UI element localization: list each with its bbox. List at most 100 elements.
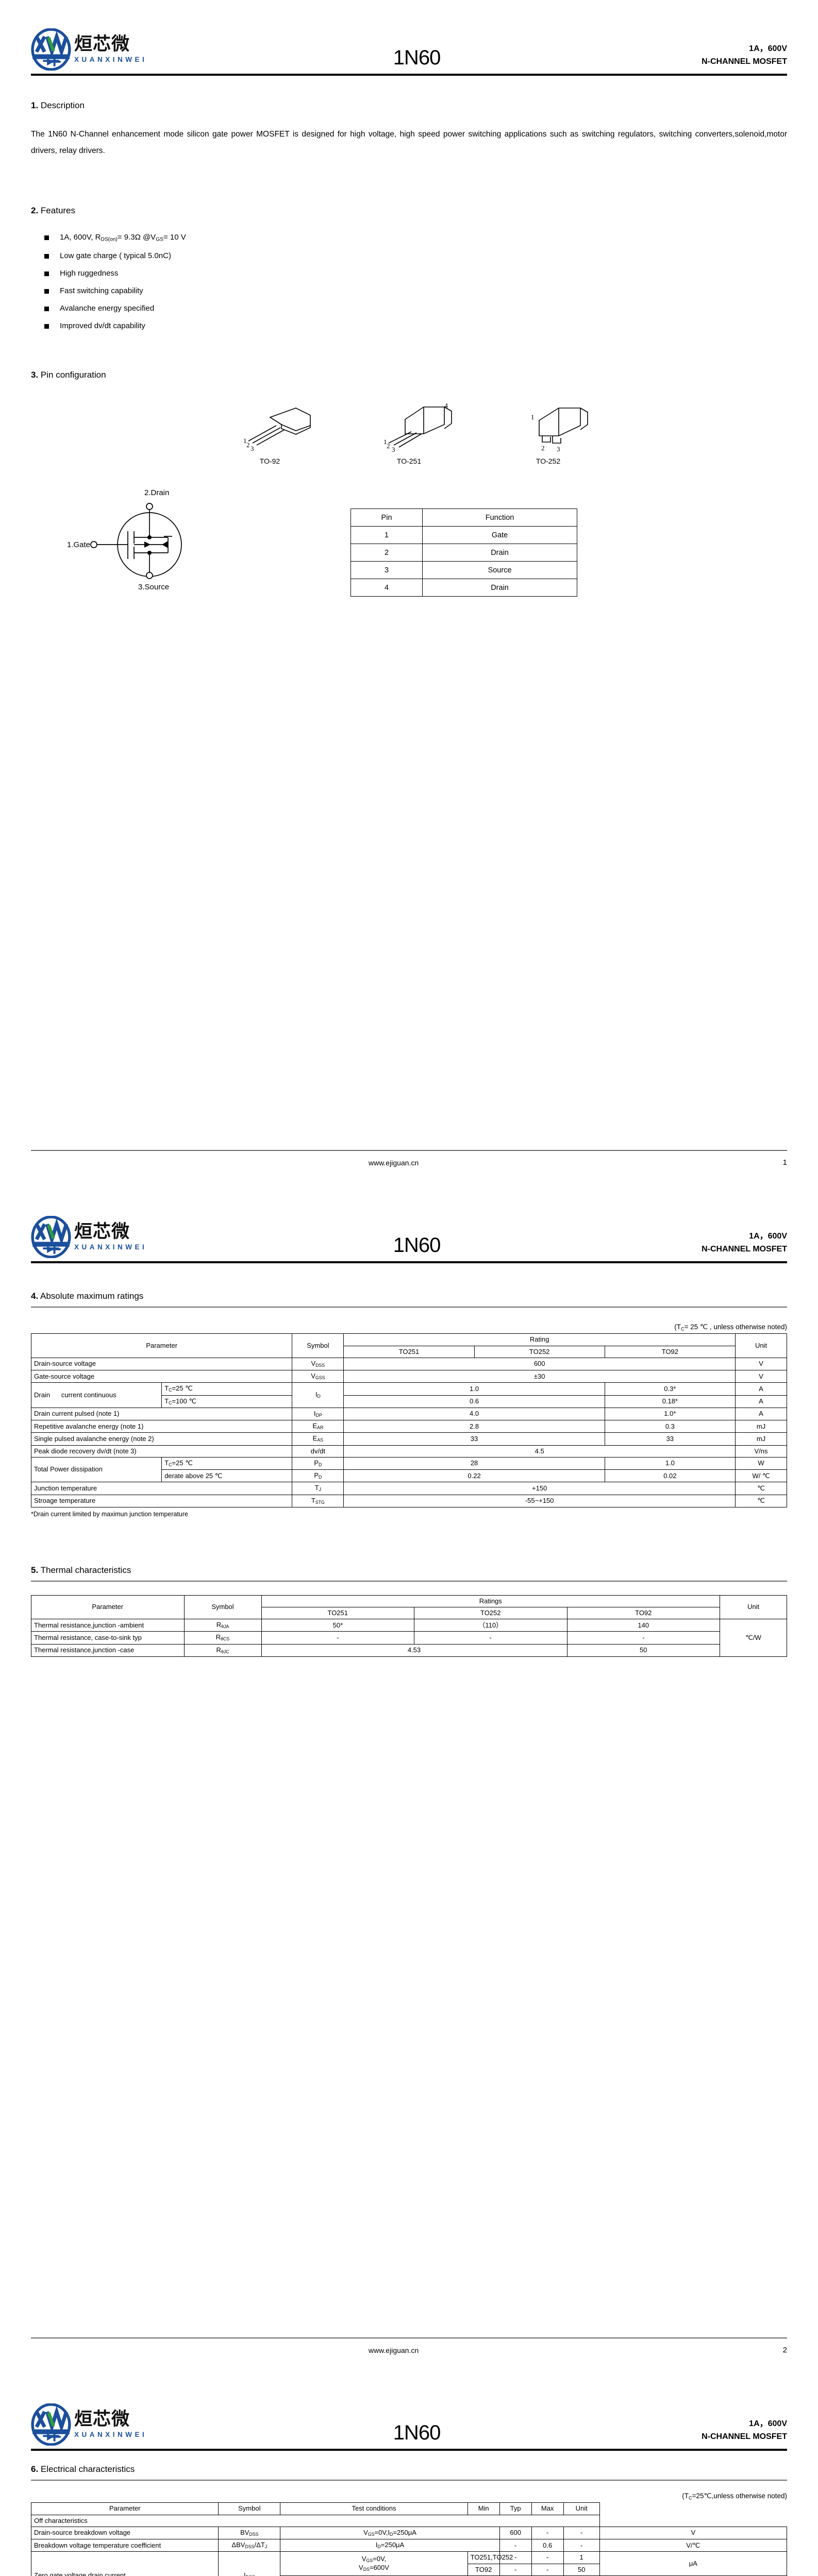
table-cell: 50* [261, 1619, 414, 1632]
feature-item: Improved dv/dt capability [31, 322, 787, 330]
company-logo: 烜芯微 XUANXINWEI [31, 28, 253, 71]
column-header: Typ [499, 2502, 532, 2515]
table-row: Stroage temperature TSTG -55~+150 ℃ [30, 1494, 787, 1507]
bullet-icon [44, 324, 49, 329]
bullet-icon [44, 307, 49, 312]
table-cell: mJ [735, 1432, 787, 1446]
package-drawings: 1 2 3 TO-92 4 1 2 3 [31, 402, 787, 465]
table-cell: EAR [292, 1420, 344, 1433]
page-title: 1N60 [393, 2421, 441, 2444]
package-to252-label: TO-252 [536, 457, 561, 466]
table-cell: Drain [422, 579, 577, 597]
table-cell: Thermal resistance,junction -case [31, 1643, 185, 1657]
table-header-row: TO251 TO252 TO92 [31, 1606, 787, 1620]
section-5-heading: 5. Thermal characteristics [31, 1565, 787, 1575]
table-cell: Thermal resistance,junction -ambient [31, 1619, 185, 1632]
table-cell: RθJC [183, 1643, 262, 1657]
header-divider [31, 74, 787, 76]
section-6-number: 6. [31, 2464, 39, 2474]
table-cell: RθJA [183, 1619, 262, 1632]
feature-item: High ruggedness [31, 269, 787, 277]
table-row: Thermal resistance, case-to-sink typ RθCS… [31, 1631, 787, 1645]
table-cell: RθCS [183, 1631, 262, 1645]
table-cell: TO251,TO252 [467, 2551, 513, 2564]
column-header: Rating [343, 1333, 736, 1346]
column-header: Parameter [30, 1333, 293, 1358]
table-cell: TJ [292, 1482, 344, 1495]
table-cell: Thermal resistance, case-to-sink typ [31, 1631, 185, 1645]
logo-wordmark: 烜芯微 XUANXINWEI [74, 1223, 147, 1251]
table-cell: 1.0* [604, 1407, 736, 1421]
table-header-row: Pin Function [350, 509, 577, 527]
page-1: 烜芯微 XUANXINWEI 1N60 1A，600V N-CHANNEL MO… [0, 0, 818, 1188]
section-4-rule [31, 1307, 787, 1308]
company-logo: 烜芯微 XUANXINWEI [31, 2403, 253, 2446]
table-cell: Drain current continuous [30, 1382, 162, 1408]
page-number: 1 [782, 1158, 787, 1167]
bullet-icon [44, 289, 49, 294]
feature-item: Avalanche energy specified [31, 304, 787, 312]
table-row: Breakdown voltage temperature coefficien… [30, 2539, 788, 2552]
table-row: Thermal resistance,junction -ambient RθJA… [31, 1619, 787, 1657]
group-label: Off characteristics [31, 2514, 600, 2527]
package-to252: 1 2 3 TO-252 [493, 402, 604, 465]
pin-function-table: Pin Function 1 Gate 2 Drain 3 Source 4 Drain [350, 509, 577, 597]
table-row: derate above 25 ℃ PD 0.22 0.02 W/ ℃ [31, 1469, 787, 1483]
section-1-title: Description [40, 100, 85, 110]
table-cell: - [499, 2551, 532, 2564]
table-row: Drain-source breakdown voltage BVDSS VGS=0… [30, 2526, 788, 2540]
table-cell: 0.3 [604, 1420, 736, 1433]
to-251-package-icon: 4 1 2 3 [383, 402, 452, 453]
table-cell: V [735, 1370, 787, 1383]
rating-line-1: 1A，600V [749, 1232, 787, 1241]
section-4-title: Absolute maximum ratings [40, 1291, 144, 1301]
logo-wordmark: 烜芯微 XUANXINWEI [74, 2411, 147, 2439]
svg-text:3: 3 [557, 445, 560, 453]
svg-text:4: 4 [444, 402, 448, 410]
table-cell: Repetitive avalanche energy (note 1) [30, 1420, 293, 1433]
column-header: TO252 [414, 1606, 567, 1620]
table-cell: - [531, 2551, 564, 2564]
rating-line-1: 1A，600V [749, 44, 787, 54]
footer-website-url[interactable]: www.ejiguan.cn [368, 2346, 419, 2354]
svg-text:1: 1 [243, 437, 247, 445]
page-title: 1N60 [393, 46, 441, 69]
footer-website-url[interactable]: www.ejiguan.cn [368, 1158, 419, 1167]
column-header: Ratings [261, 1595, 720, 1607]
package-to92-label: TO-92 [259, 457, 280, 466]
table-cell: TO92 [467, 2563, 500, 2576]
table-row: TC=100 ℃ 0.6 0.18* A [31, 1395, 787, 1408]
table-cell: μA [599, 2551, 788, 2576]
table-cell: derate above 25 ℃ [161, 1469, 293, 1483]
table-cell: 28 [343, 1456, 605, 1470]
table-cell: TC=25 ℃ [161, 1382, 293, 1396]
document-header: 烜芯微 XUANXINWEI 1N60 1A，600V N-CHANNEL MO… [31, 2375, 787, 2446]
table-header-row: Parameter Symbol Ratings Unit [31, 1595, 787, 1620]
section-6-rule [31, 2480, 787, 2481]
section-2-heading: 2. Features [31, 206, 787, 216]
page-3: 烜芯微 XUANXINWEI 1N60 1A，600V N-CHANNEL MO… [0, 2375, 818, 2576]
table-header-row: Parameter Symbol Rating Unit [30, 1333, 787, 1358]
page-1-footer: www.ejiguan.cn 1 [31, 1150, 787, 1167]
section-5-rule [31, 1580, 787, 1582]
document-header: 烜芯微 XUANXINWEI 1N60 1A，600V N-CHANNEL MO… [31, 1188, 787, 1258]
table-cell: 3 [350, 561, 423, 580]
table-cell: PD [292, 1469, 344, 1483]
column-header: Max [531, 2502, 564, 2515]
svg-text:2: 2 [541, 444, 545, 452]
table-row: 2 Drain [350, 544, 577, 562]
page-title: 1N60 [393, 1234, 441, 1257]
document-header: 烜芯微 XUANXINWEI 1N60 1A，600V N-CHANNEL MO… [31, 0, 787, 71]
column-header: TO251 [261, 1606, 414, 1620]
logo-english-name: XUANXINWEI [74, 56, 147, 63]
table-cell: VGS=0V,ID=250μA [280, 2526, 500, 2540]
table-cell: ID [292, 1382, 344, 1408]
table-cell: Drain [422, 544, 577, 562]
feature-item: Fast switching capability [31, 287, 787, 295]
table-cell: EAS [292, 1432, 344, 1446]
rating-line-1: 1A，600V [749, 2419, 787, 2429]
mosfet-symbol-wrap: 2.Drain 1.Gate 3.Source [31, 484, 320, 595]
table-cell: V [735, 1357, 787, 1371]
rating-line-2: N-CHANNEL MOSFET [702, 1245, 787, 1254]
feature-label: Avalanche energy specified [60, 304, 155, 313]
